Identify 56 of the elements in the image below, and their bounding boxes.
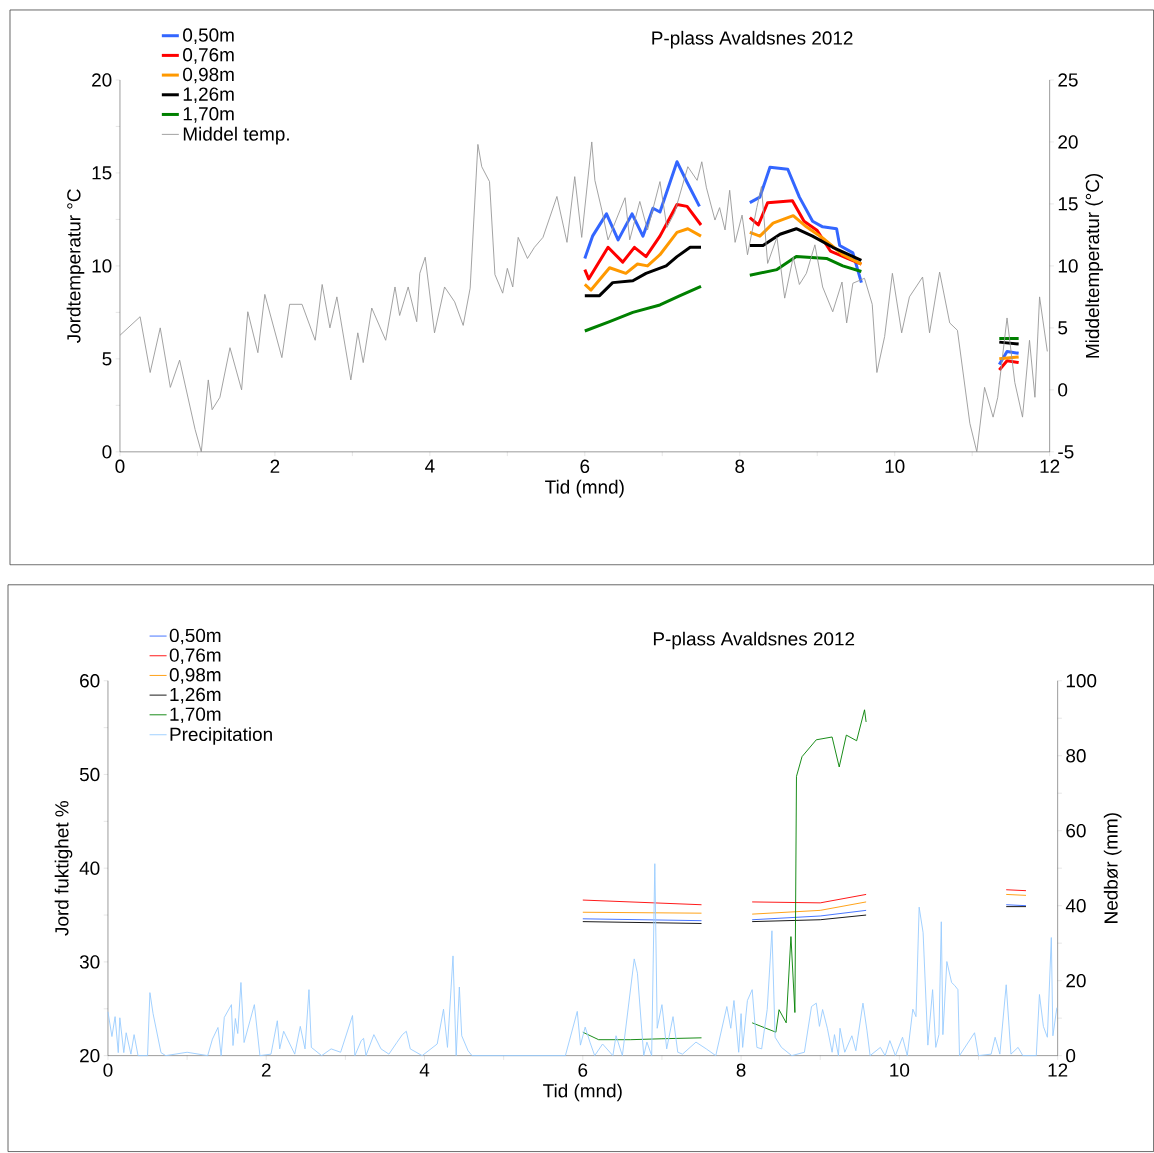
legend-label: Middel temp. <box>183 126 289 145</box>
legend-label: 0,98m <box>183 67 234 84</box>
x-axis-title: Tid (mnd) <box>545 480 624 498</box>
y2-axis-title: Nedbør (mm) <box>1103 813 1122 924</box>
x-tick-label: 8 <box>735 459 745 474</box>
y-tick-label: 40 <box>79 861 100 876</box>
x-tick-label: 2 <box>261 1063 271 1077</box>
legend-label: 0,76m <box>169 648 221 665</box>
y-tick-label: 5 <box>102 352 112 366</box>
chart-title: P-plass Avaldsnes 2012 <box>652 31 853 49</box>
x-tick-label: 10 <box>890 1063 910 1077</box>
x-tick-label: 10 <box>885 459 905 474</box>
y2-tick-label: 100 <box>1066 674 1097 688</box>
x-tick-label: 12 <box>1048 1063 1068 1077</box>
y2-axis-title: Middeltemperatur (°C) <box>1085 174 1103 358</box>
y2-tick-label: 10 <box>1058 259 1078 273</box>
y2-tick-label: 0 <box>1066 1049 1076 1063</box>
legend-label: 1,70m <box>183 107 234 123</box>
y2-tick-label: -5 <box>1058 445 1074 459</box>
y2-tick-label: 60 <box>1066 824 1086 838</box>
y2-tick-label: 20 <box>1066 974 1086 988</box>
y2-tick-label: 0 <box>1058 383 1068 397</box>
y-tick-label: 20 <box>92 73 112 87</box>
x-tick-label: 8 <box>736 1063 746 1077</box>
legend-label: Precipitation <box>170 727 272 745</box>
chart-title: P-plass Avaldsnes 2012 <box>653 631 855 650</box>
y-tick-label: 10 <box>92 259 112 273</box>
y2-tick-label: 40 <box>1065 899 1086 913</box>
y-tick-label: 50 <box>79 767 100 782</box>
y-axis-title: Jord fuktighet % <box>54 801 73 936</box>
x-tick-label: 0 <box>115 459 125 474</box>
legend-label: 0,50m <box>183 28 234 45</box>
x-tick-label: 4 <box>425 459 435 473</box>
legend-label: 1,70m <box>170 707 221 724</box>
y-tick-label: 15 <box>92 166 112 180</box>
x-tick-label: 6 <box>578 1063 588 1077</box>
y-tick-label: 60 <box>80 674 100 688</box>
y2-tick-label: 20 <box>1058 135 1078 149</box>
y2-tick-label: 5 <box>1058 321 1068 335</box>
y-tick-label: 30 <box>79 955 100 969</box>
x-tick-label: 6 <box>580 459 590 474</box>
y-axis-title: Jordtemperatur °C <box>66 189 85 344</box>
y2-tick-label: 80 <box>1066 749 1086 763</box>
y-tick-label: 0 <box>102 445 112 459</box>
y2-tick-label: 15 <box>1058 197 1078 211</box>
x-tick-label: 12 <box>1040 459 1060 474</box>
legend-label: 0,50m <box>169 628 221 645</box>
x-tick-label: 2 <box>270 459 280 474</box>
y2-tick-label: 25 <box>1058 73 1078 87</box>
legend-label: 1,26m <box>170 687 221 704</box>
y-tick-label: 20 <box>80 1049 100 1063</box>
x-tick-label: 4 <box>419 1063 430 1077</box>
legend-label: 0,76m <box>183 48 234 64</box>
legend-label: 0,98m <box>169 668 221 684</box>
x-axis-title: Tid (mnd) <box>543 1083 622 1102</box>
legend-label: 1,26m <box>183 87 234 104</box>
